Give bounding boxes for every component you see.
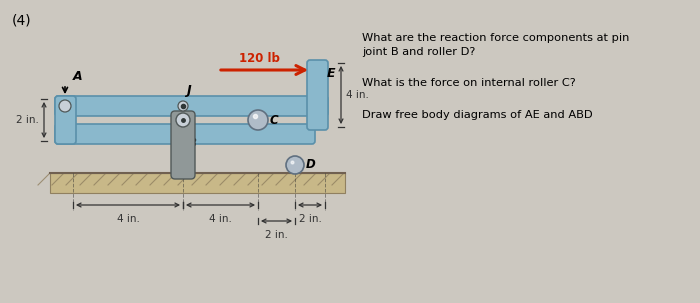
Text: 2 in.: 2 in. [299,214,321,224]
Circle shape [286,156,304,174]
Text: B: B [188,137,197,150]
FancyBboxPatch shape [55,124,315,144]
FancyBboxPatch shape [55,96,328,116]
Text: 120 lb: 120 lb [239,52,280,65]
Text: (4): (4) [12,13,32,27]
Text: 4 in.: 4 in. [117,214,139,224]
Circle shape [178,101,188,111]
FancyBboxPatch shape [55,96,76,144]
Text: What are the reaction force components at pin
joint B and roller D?: What are the reaction force components a… [362,33,629,57]
Bar [50,173,345,193]
Text: J: J [186,84,190,97]
FancyBboxPatch shape [171,111,195,179]
Text: 2 in.: 2 in. [16,115,39,125]
Circle shape [59,100,71,112]
Text: 2 in.: 2 in. [265,230,288,240]
Circle shape [176,113,190,127]
Text: A: A [73,70,83,83]
Text: 4 in.: 4 in. [346,90,369,100]
Text: D: D [306,158,316,171]
FancyBboxPatch shape [307,60,328,130]
Text: What is the force on internal roller C?: What is the force on internal roller C? [362,78,575,88]
Text: C: C [270,115,279,128]
Text: Draw free body diagrams of AE and ABD: Draw free body diagrams of AE and ABD [362,110,593,120]
Text: 4 in.: 4 in. [209,214,232,224]
Text: E: E [327,67,335,80]
Circle shape [248,110,268,130]
